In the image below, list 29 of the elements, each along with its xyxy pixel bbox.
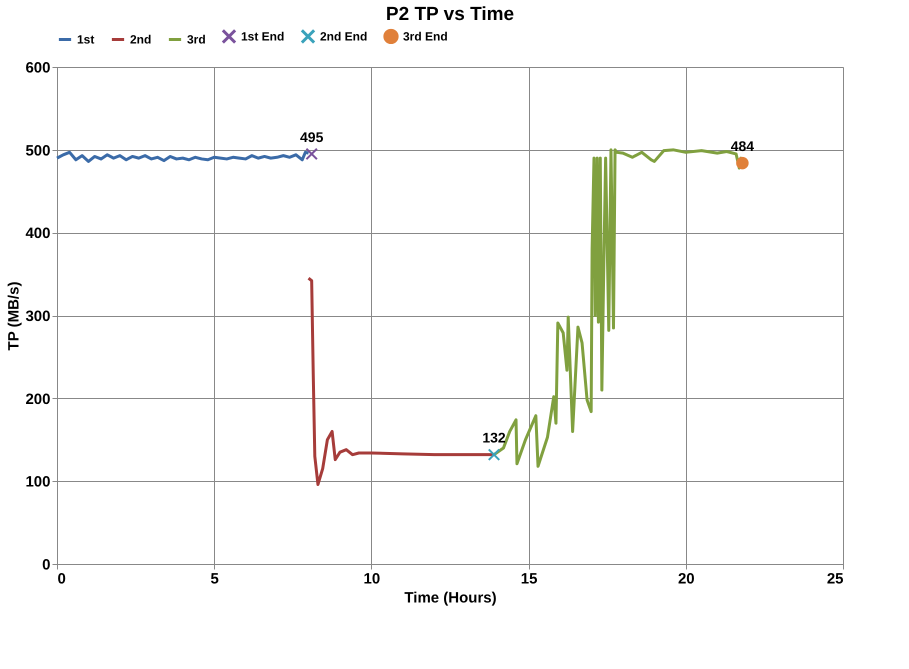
x-tick-label: 10 (364, 570, 380, 588)
y-axis-title: TP (MB/s) (5, 282, 22, 350)
x-tick-label: 15 (520, 570, 538, 588)
legend-label: 3rd (187, 32, 206, 46)
point (488, 448, 500, 461)
x-tick-label: 25 (826, 570, 844, 588)
legend-label: 1st End (241, 29, 284, 44)
x-tick-label: 0 (58, 570, 66, 588)
point (305, 148, 318, 160)
legend-label: 2nd End (320, 29, 368, 44)
y-tick-label: 300 (25, 308, 50, 325)
data-label: 495 (300, 128, 324, 145)
y-tick-label: 100 (25, 474, 50, 491)
chart-title: P2 TP vs Time (386, 4, 514, 25)
data-label: 484 (730, 138, 754, 154)
legend-label: 2nd (130, 32, 152, 46)
data-label: 132 (482, 430, 506, 446)
x-tick-label: 20 (678, 570, 695, 588)
y-tick-label: 400 (25, 225, 50, 242)
x-tick-label: 5 (210, 570, 219, 588)
y-tick-label: 0 (42, 556, 50, 574)
legend-label: 3rd End (403, 29, 448, 44)
y-tick-label: 200 (25, 390, 50, 408)
x-axis-title: Time (Hours) (404, 590, 497, 606)
y-tick-label: 500 (25, 142, 50, 160)
point (736, 156, 749, 170)
line-series (56, 150, 310, 163)
legend-label: 1st (77, 32, 94, 46)
y-tick-label: 600 (25, 60, 50, 76)
